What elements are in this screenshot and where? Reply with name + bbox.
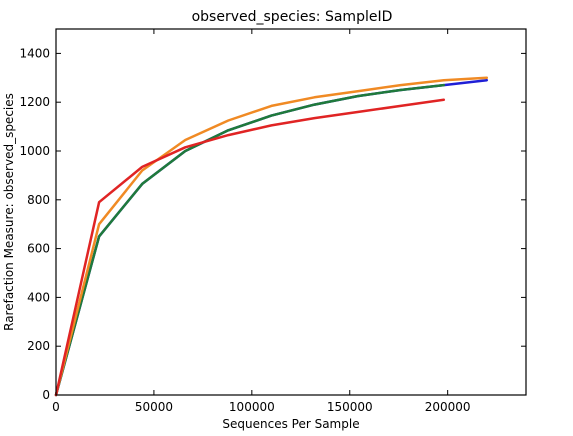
x-tick-label: 150000 [327, 400, 373, 414]
y-tick-label: 800 [27, 193, 50, 207]
y-tick-label: 1400 [19, 46, 50, 60]
y-axis: 0 200 400 600 800 1000 1200 1400 [19, 46, 526, 402]
x-tick-label: 0 [52, 400, 60, 414]
series-line-2 [54, 83, 446, 397]
x-tick-label: 200000 [425, 400, 471, 414]
x-tick-label: 100000 [229, 400, 275, 414]
y-tick-label: 1200 [19, 95, 50, 109]
plot-area-frame [55, 28, 527, 396]
series-line-3 [54, 76, 489, 397]
y-axis-title: Rarefaction Measure: observed_species [2, 93, 16, 331]
y-tick-label: 400 [27, 290, 50, 304]
y-tick-label: 0 [42, 388, 50, 402]
y-tick-label: 200 [27, 339, 50, 353]
y-tick-label: 1000 [19, 144, 50, 158]
x-axis: 0 50000 100000 150000 200000 [52, 29, 471, 414]
series-line-1 [54, 78, 489, 397]
y-tick-label: 600 [27, 242, 50, 256]
x-tick-label: 50000 [135, 400, 173, 414]
series-line-4 [54, 98, 446, 397]
series-layer [54, 76, 489, 397]
x-axis-title: Sequences Per Sample [222, 417, 359, 431]
chart-title: observed_species: SampleID [192, 9, 393, 25]
